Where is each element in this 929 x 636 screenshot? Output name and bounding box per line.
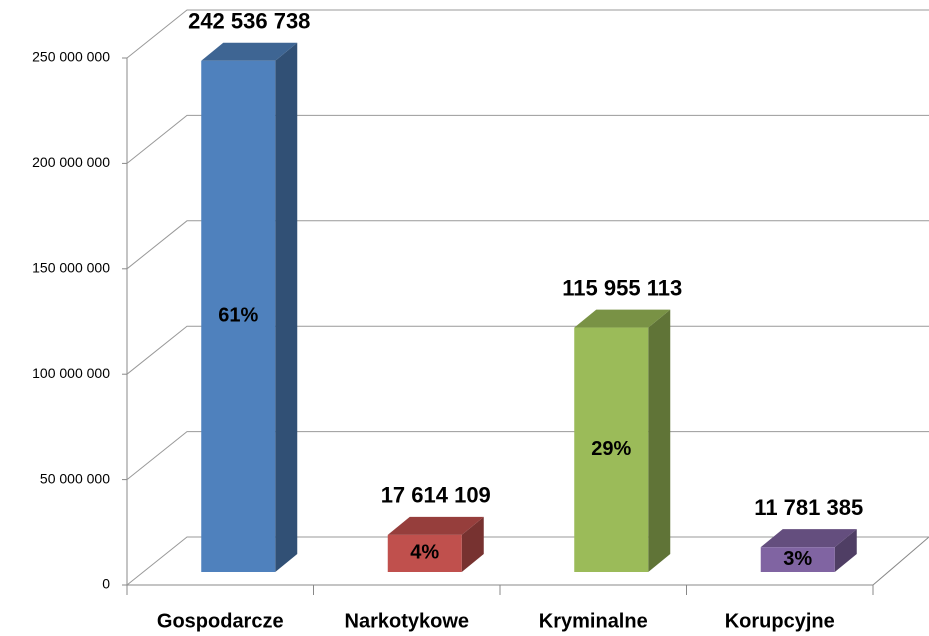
bar-top [387,516,484,535]
value-label: 115 955 113 [562,275,682,300]
y-tick-label: 0 [102,576,110,592]
percent-label: 61% [218,305,258,327]
bar [574,327,649,572]
x-tick-label: Narkotykowe [345,610,470,632]
grid-line [126,536,929,586]
bar-top [760,529,857,548]
percent-label: 3% [783,548,812,570]
y-tick-label: 100 000 000 [32,365,110,381]
bar-top [574,309,671,328]
bar-side [648,309,671,572]
percent-label: 4% [410,542,439,564]
floor-line [872,536,929,586]
value-label: 242 536 738 [188,9,310,34]
bar-side [461,516,484,572]
y-tick-label: 50 000 000 [40,470,110,486]
y-tick-label: 200 000 000 [32,154,110,170]
grid-line [126,325,929,375]
x-tick-label: Korupcyjne [725,610,835,632]
value-label: 17 614 109 [381,483,491,508]
value-label: 11 781 385 [754,495,863,520]
x-tick-label: Kryminalne [539,610,648,632]
grid-line [126,220,929,270]
bar [760,547,835,572]
y-tick-label: 150 000 000 [32,260,110,276]
grid-line [126,431,929,480]
bar-top [201,42,298,61]
bar-side [275,42,298,573]
grid-line [126,114,929,164]
percent-label: 29% [591,438,631,460]
bar [201,60,276,573]
bar [387,534,462,572]
bar-side [834,529,857,572]
x-tick-label: Gospodarcze [157,610,284,632]
y-tick-label: 250 000 000 [32,49,110,65]
grid-line [126,9,929,59]
